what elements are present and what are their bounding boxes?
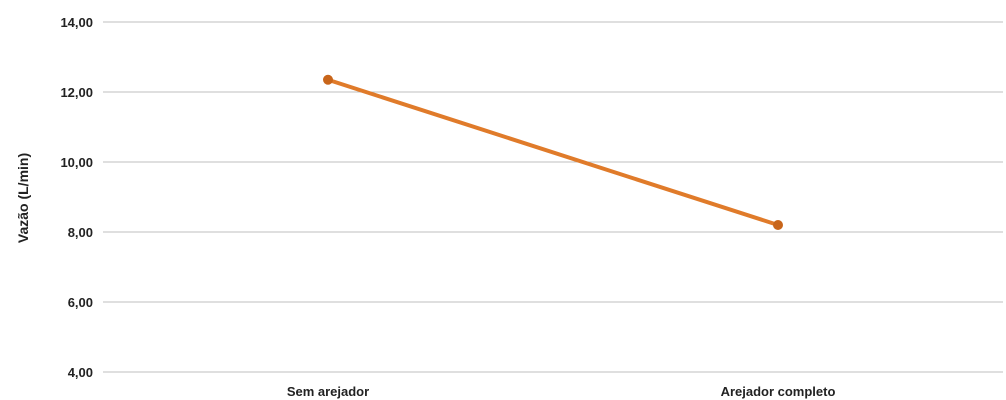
y-tick-label: 4,00 [68, 365, 93, 380]
data-point [323, 75, 333, 85]
y-axis-ticks: 4,00 6,00 8,00 10,00 12,00 14,00 [60, 15, 93, 380]
data-point [773, 220, 783, 230]
y-tick-label: 12,00 [60, 85, 93, 100]
x-axis-categories: Sem arejador Arejador completo [287, 384, 836, 399]
y-axis-label: Vazão (L/min) [15, 153, 31, 243]
y-tick-label: 8,00 [68, 225, 93, 240]
y-tick-label: 6,00 [68, 295, 93, 310]
y-tick-label: 10,00 [60, 155, 93, 170]
x-category-label: Sem arejador [287, 384, 369, 399]
gridlines [103, 22, 1003, 372]
y-tick-label: 14,00 [60, 15, 93, 30]
series-line [328, 80, 778, 225]
series-group [323, 75, 783, 230]
x-category-label: Arejador completo [721, 384, 836, 399]
